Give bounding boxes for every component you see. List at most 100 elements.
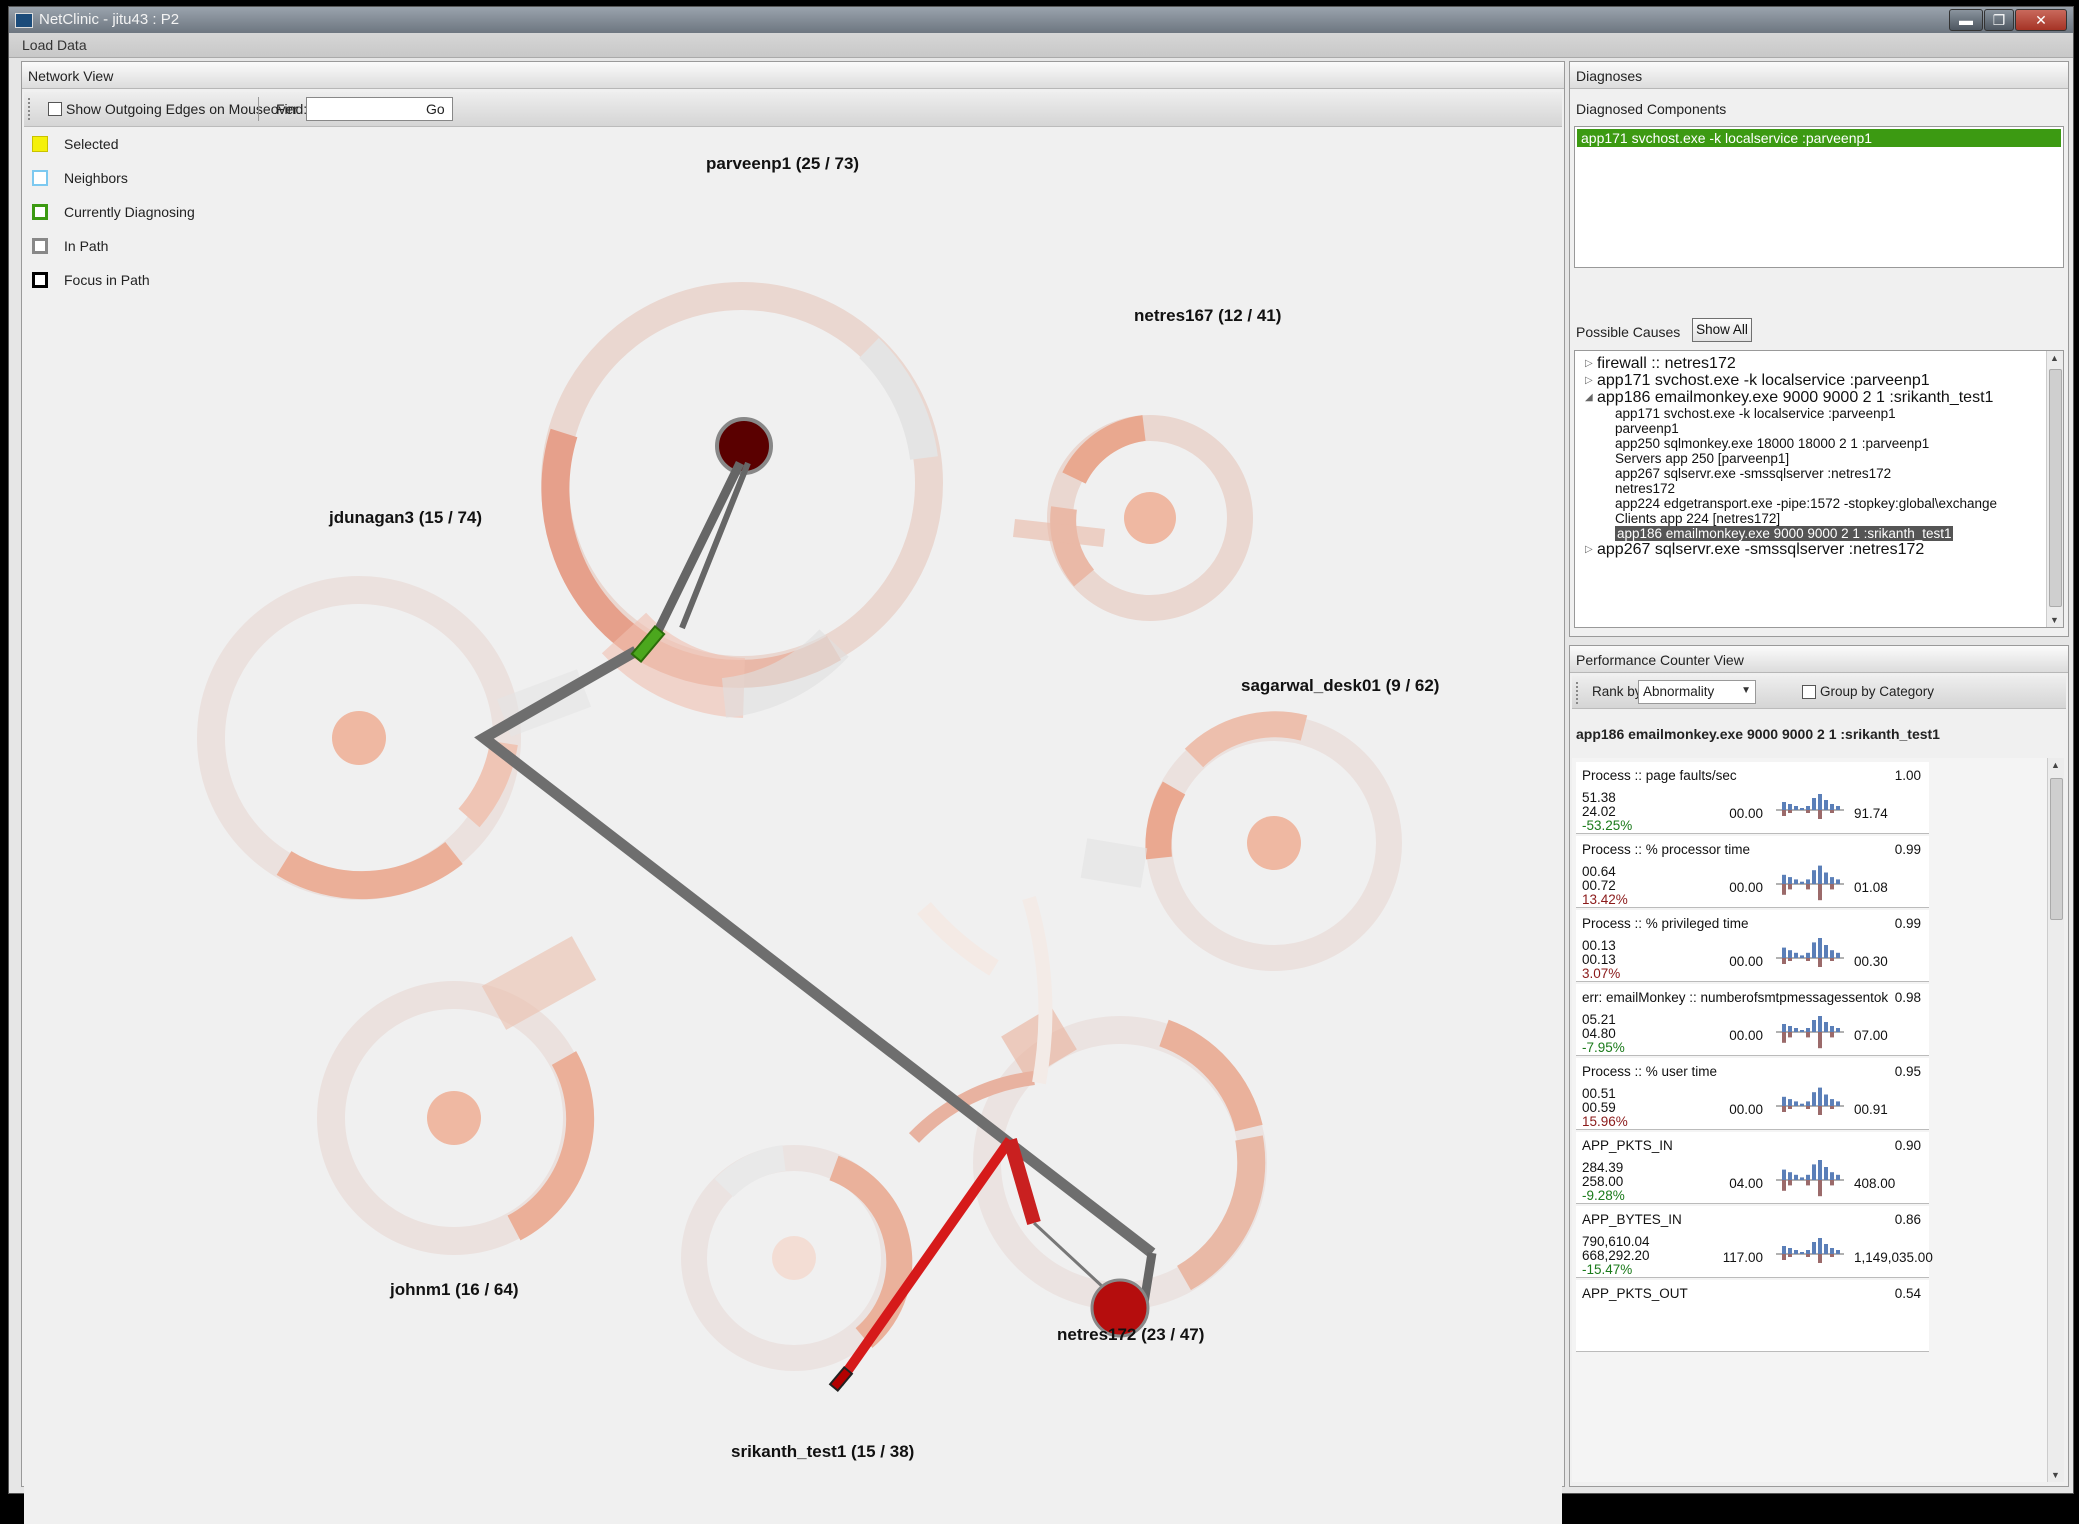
cause-tree-subitem[interactable]: Servers app 250 [parveenp1] (1615, 451, 1790, 466)
node-label-netres172[interactable]: netres172 (23 / 47) (1057, 1325, 1205, 1344)
cause-tree-subitem[interactable]: app267 sqlservr.exe -smssqlserver :netre… (1615, 466, 1892, 481)
scroll-down-arrow[interactable]: ▼ (2050, 615, 2059, 625)
perf-counter-name: Process :: % privileged time (1582, 916, 1749, 931)
node-label-johnm1[interactable]: johnm1 (16 / 64) (390, 1280, 519, 1299)
network-graph[interactable]: Selected Neighbors Currently Diagnosing … (24, 128, 1562, 1524)
perf-counter-card[interactable]: Process :: page faults/sec 1.00 51.38 24.02… (1576, 762, 1929, 834)
perf-counter-max: 00.30 (1854, 954, 1888, 969)
collapsed-triangle-icon[interactable]: ▷ (1585, 375, 1593, 386)
spark-bar-up (1794, 1028, 1798, 1032)
app-window: NetClinic - jitu43 : P2 ▬ ❐ ✕ Load Data … (8, 6, 2074, 1524)
perf-counter-card[interactable]: APP_PKTS_IN 0.90 284.39 258.00 -9.28% 04.00 40… (1576, 1132, 1929, 1204)
perf-counter-score: 0.99 (1894, 916, 1921, 931)
collapsed-triangle-icon[interactable]: ▷ (1585, 544, 1593, 555)
cause-tree-item[interactable]: app267 sqlservr.exe -smssqlserver :netre… (1597, 541, 1925, 558)
perf-counter-name: Process :: page faults/sec (1582, 768, 1737, 783)
spark-bar-up (1800, 881, 1804, 884)
spark-bar-down (1782, 810, 1786, 816)
find-input[interactable] (306, 97, 453, 121)
toolbar-separator (258, 97, 259, 121)
perf-counter-pct: -7.95% (1582, 1040, 1625, 1055)
perf-scrollbar[interactable]: ▲ ▼ (2047, 758, 2064, 1482)
perf-counter-card[interactable]: APP_BYTES_IN 0.86 790,610.04 668,292.20 -15.… (1576, 1206, 1933, 1278)
menu-bar: Load Data (9, 33, 2073, 58)
spark-bar-down (1830, 1106, 1834, 1109)
spark-bar-down (1788, 884, 1792, 890)
spark-bar-up (1830, 804, 1834, 810)
cause-tree-item[interactable]: app171 svchost.exe -k localservice :parv… (1597, 372, 1930, 389)
spark-bar-up (1788, 1248, 1792, 1254)
cause-tree-subitem[interactable]: app171 svchost.exe -k localservice :parv… (1615, 406, 1896, 421)
perf-counter-card[interactable]: Process :: % privileged time 0.99 00.13 00.… (1576, 910, 1929, 982)
perf-counter-card[interactable]: APP_PKTS_OUT 0.54 (1576, 1280, 1929, 1352)
cause-tree-item[interactable]: app186 emailmonkey.exe 9000 9000 2 1 :sr… (1597, 389, 1994, 406)
spark-bar-down (1806, 810, 1810, 813)
expanded-triangle-icon[interactable]: ◢ (1585, 392, 1593, 403)
spark-bar-down (1818, 958, 1822, 967)
causes-scrollbar[interactable]: ▲ ▼ (2046, 351, 2063, 627)
scroll-thumb[interactable] (2049, 369, 2062, 607)
perf-counter-card[interactable]: Process :: % processor time 0.99 00.64 00.7… (1576, 836, 1929, 908)
close-button[interactable]: ✕ (2015, 9, 2067, 31)
spark-bar-down (1818, 1032, 1822, 1049)
spark-bar-up (1824, 1022, 1828, 1032)
perf-scroll-thumb[interactable] (2050, 778, 2063, 920)
perf-counter-list[interactable]: ▲ ▼ Process :: page faults/sec 1.00 51.38 2… (1572, 758, 2064, 1482)
show-all-button[interactable]: Show All (1692, 318, 1752, 342)
spark-bar-up (1800, 955, 1804, 958)
spark-bar-down (1806, 1106, 1810, 1109)
perf-toolbar-grip[interactable] (1576, 682, 1582, 704)
perf-scroll-up[interactable]: ▲ (2051, 760, 2060, 770)
toolbar-grip[interactable] (28, 98, 34, 120)
diagnoses-header: Diagnoses (1570, 62, 2068, 89)
spark-bar-down (1830, 1180, 1834, 1186)
perf-counter-card[interactable]: Process :: % user time 0.95 00.51 00.59 15.9… (1576, 1058, 1929, 1130)
spark-bar-down (1782, 884, 1786, 895)
group-by-category-checkbox[interactable] (1802, 685, 1816, 699)
perf-counter-value-1: 51.38 (1582, 790, 1616, 805)
spark-bar-up (1836, 1174, 1840, 1180)
node-label-netres167[interactable]: netres167 (12 / 41) (1134, 306, 1282, 325)
minimize-button[interactable]: ▬ (1949, 9, 1983, 31)
cause-tree-subitem[interactable]: app224 edgetransport.exe -pipe:1572 -sto… (1615, 496, 1998, 511)
diagnosed-components-list[interactable]: app171 svchost.exe -k localservice :parv… (1574, 126, 2064, 268)
spark-bar-down (1818, 810, 1822, 819)
perf-counter-score: 0.95 (1894, 1064, 1921, 1079)
perf-sparkline (1776, 1087, 1844, 1115)
scroll-up-arrow[interactable]: ▲ (2050, 353, 2059, 363)
perf-counter-card[interactable]: err: emailMonkey :: numberofsmtpmessages… (1576, 984, 1929, 1056)
possible-causes-tree[interactable]: ▲ ▼ firewall :: netres172 ▷ app171 svchost… (1574, 350, 2064, 628)
node-label-srikanth[interactable]: srikanth_test1 (15 / 38) (731, 1442, 915, 1461)
spark-bar-up (1824, 1244, 1828, 1254)
rank-by-dropdown[interactable]: Abnormality ▼ (1638, 680, 1756, 704)
spark-bar-up (1794, 1250, 1798, 1254)
node-label-jdunagan3[interactable]: jdunagan3 (15 / 74) (329, 508, 483, 527)
node-label-sagarwal[interactable]: sagarwal_desk01 (9 / 62) (1241, 676, 1440, 695)
spark-bar-down (1830, 884, 1834, 890)
cause-tree-subitem[interactable]: parveenp1 (1615, 421, 1679, 436)
maximize-button[interactable]: ❐ (1984, 9, 2014, 31)
diagnosed-component-row[interactable]: app171 svchost.exe -k localservice :parv… (1577, 129, 2061, 147)
spark-bar-up (1836, 806, 1840, 810)
cause-tree-subitem[interactable]: app186 emailmonkey.exe 9000 9000 2 1 :sr… (1615, 526, 1954, 541)
collapsed-triangle-icon[interactable]: ▷ (1585, 358, 1593, 369)
legend-neighbors-label: Neighbors (64, 170, 128, 186)
perf-counter-max: 1,149,035.00 (1854, 1250, 1933, 1265)
spark-bar-up (1806, 1028, 1810, 1032)
perf-counter-max: 01.08 (1854, 880, 1888, 895)
perf-counter-score: 0.98 (1894, 990, 1921, 1005)
node-label-parveenp1[interactable]: parveenp1 (25 / 73) (706, 154, 860, 173)
cause-tree-subitem[interactable]: netres172 (1615, 481, 1676, 496)
cluster-jdunagan3 (197, 576, 592, 900)
currently-diagnosing-edge-marker (630, 624, 666, 664)
go-button[interactable]: Go (426, 101, 445, 117)
cause-tree-subitem[interactable]: Clients app 224 [netres172] (1615, 511, 1781, 526)
show-outgoing-checkbox[interactable] (48, 102, 62, 116)
spark-bar-down (1830, 958, 1834, 961)
menu-load-data[interactable]: Load Data (22, 37, 87, 53)
cause-tree-subitem[interactable]: app250 sqlmonkey.exe 18000 18000 2 1 :pa… (1615, 436, 1930, 451)
perf-scroll-down[interactable]: ▼ (2051, 1470, 2060, 1480)
cause-tree-item[interactable]: firewall :: netres172 (1597, 355, 1736, 372)
diagnoses-title: Diagnoses (1576, 68, 1643, 84)
spark-bar-up (1818, 1087, 1822, 1106)
